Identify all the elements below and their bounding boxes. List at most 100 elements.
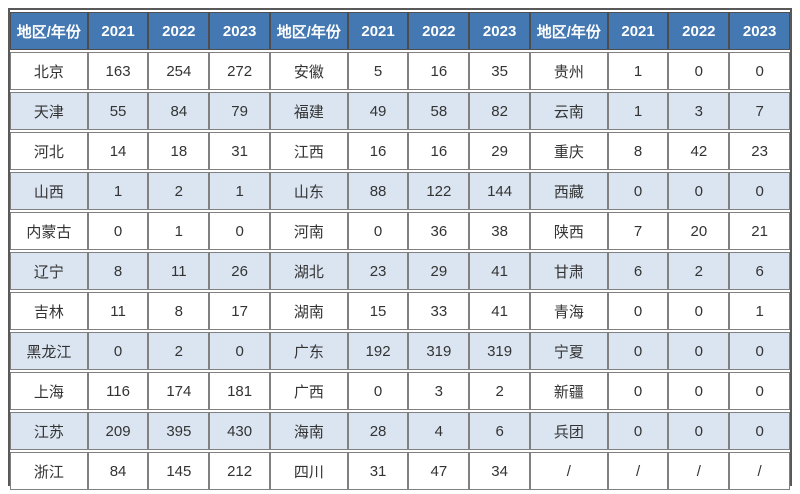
- value-cell: 2: [668, 252, 730, 290]
- value-cell: 0: [607, 412, 669, 450]
- value-cell: 0: [607, 332, 669, 370]
- region-cell: 海南: [270, 412, 348, 450]
- table-row: 上海 116 174 181 广西 0 3 2 新疆 0 0 0: [10, 372, 790, 410]
- value-cell: 23: [729, 132, 790, 170]
- value-cell: 163: [87, 52, 149, 90]
- value-cell: 33: [408, 292, 470, 330]
- value-cell: 0: [729, 172, 790, 210]
- value-cell: 41: [469, 252, 530, 290]
- region-cell: 甘肃: [530, 252, 608, 290]
- region-cell: 湖北: [270, 252, 348, 290]
- value-cell: 79: [209, 92, 270, 130]
- region-cell: 浙江: [10, 452, 88, 490]
- value-cell: 49: [347, 92, 409, 130]
- col-header-region: 地区/年份: [270, 12, 348, 50]
- table-row: 内蒙古 0 1 0 河南 0 36 38 陕西 7 20 21: [10, 212, 790, 250]
- value-cell: 0: [729, 52, 790, 90]
- region-cell: 福建: [270, 92, 348, 130]
- value-cell: 192: [347, 332, 409, 370]
- value-cell: 1: [209, 172, 270, 210]
- table-row: 河北 14 18 31 江西 16 16 29 重庆 8 42 23: [10, 132, 790, 170]
- value-cell: 29: [469, 132, 530, 170]
- value-cell: 84: [148, 92, 210, 130]
- value-cell: 0: [87, 332, 149, 370]
- value-cell: 0: [668, 172, 730, 210]
- value-cell: 29: [408, 252, 470, 290]
- value-cell: 1: [729, 292, 790, 330]
- value-cell: 116: [87, 372, 149, 410]
- value-cell: 319: [408, 332, 470, 370]
- value-cell: 88: [347, 172, 409, 210]
- value-cell: 0: [347, 212, 409, 250]
- value-cell: 15: [347, 292, 409, 330]
- value-cell: 0: [729, 332, 790, 370]
- value-cell: 4: [408, 412, 470, 450]
- region-cell: 辽宁: [10, 252, 88, 290]
- col-header-year: 2023: [209, 12, 270, 50]
- value-cell: 0: [209, 212, 270, 250]
- table-row: 山西 1 2 1 山东 88 122 144 西藏 0 0 0: [10, 172, 790, 210]
- value-cell: 8: [607, 132, 669, 170]
- col-header-year: 2021: [607, 12, 669, 50]
- region-cell: 吉林: [10, 292, 88, 330]
- value-cell: 31: [347, 452, 409, 490]
- region-cell: 兵团: [530, 412, 608, 450]
- region-cell: 山西: [10, 172, 88, 210]
- header-row: 地区/年份 2021 2022 2023 地区/年份 2021 2022 2023 地区/年份 2…: [10, 12, 790, 50]
- value-cell: 26: [209, 252, 270, 290]
- value-cell: 14: [87, 132, 149, 170]
- value-cell: /: [668, 452, 730, 490]
- value-cell: 3: [668, 92, 730, 130]
- value-cell: 18: [148, 132, 210, 170]
- region-cell: 黑龙江: [10, 332, 88, 370]
- value-cell: 23: [347, 252, 409, 290]
- value-cell: 181: [209, 372, 270, 410]
- value-cell: 55: [87, 92, 149, 130]
- value-cell: 5: [347, 52, 409, 90]
- value-cell: 16: [408, 52, 470, 90]
- region-cell: 湖南: [270, 292, 348, 330]
- value-cell: 0: [347, 372, 409, 410]
- value-cell: 31: [209, 132, 270, 170]
- value-cell: 430: [209, 412, 270, 450]
- value-cell: 1: [607, 92, 669, 130]
- value-cell: 36: [408, 212, 470, 250]
- value-cell: 7: [607, 212, 669, 250]
- value-cell: 8: [148, 292, 210, 330]
- region-cell: 河北: [10, 132, 88, 170]
- value-cell: 0: [729, 412, 790, 450]
- table-row: 辽宁 8 11 26 湖北 23 29 41 甘肃 6 2 6: [10, 252, 790, 290]
- region-cell: 内蒙古: [10, 212, 88, 250]
- value-cell: 0: [87, 212, 149, 250]
- table-body: 北京 163 254 272 安徽 5 16 35 贵州 1 0 0 天津 55 84 79 福建 49 58 82 云…: [10, 52, 790, 490]
- value-cell: 319: [469, 332, 530, 370]
- region-cell: 上海: [10, 372, 88, 410]
- region-cell: 广西: [270, 372, 348, 410]
- value-cell: 2: [148, 172, 210, 210]
- value-cell: 20: [668, 212, 730, 250]
- region-cell: 安徽: [270, 52, 348, 90]
- region-cell: 宁夏: [530, 332, 608, 370]
- region-year-statistics-table: 地区/年份 2021 2022 2023 地区/年份 2021 2022 2023 地区/年份 2…: [8, 8, 792, 490]
- region-cell: 陕西: [530, 212, 608, 250]
- region-cell: 青海: [530, 292, 608, 330]
- region-cell: 江西: [270, 132, 348, 170]
- value-cell: 38: [469, 212, 530, 250]
- table-row: 浙江 84 145 212 四川 31 47 34// / /: [10, 452, 790, 490]
- value-cell: 11: [148, 252, 210, 290]
- value-cell: 1: [87, 172, 149, 210]
- table-header: 地区/年份 2021 2022 2023 地区/年份 2021 2022 2023 地区/年份 2…: [10, 12, 790, 50]
- value-cell: 174: [148, 372, 210, 410]
- region-cell: /: [530, 452, 608, 490]
- value-cell: 42: [668, 132, 730, 170]
- value-cell: 144: [469, 172, 530, 210]
- value-cell: 122: [408, 172, 470, 210]
- col-header-year: 2022: [668, 12, 730, 50]
- col-header-year: 2023: [469, 12, 530, 50]
- value-cell: 0: [668, 412, 730, 450]
- region-cell: 西藏: [530, 172, 608, 210]
- value-cell: 395: [148, 412, 210, 450]
- value-cell: 209: [87, 412, 149, 450]
- table-row: 黑龙江 0 2 0 广东 192 319 319 宁夏 0 0 0: [10, 332, 790, 370]
- value-cell: 212: [209, 452, 270, 490]
